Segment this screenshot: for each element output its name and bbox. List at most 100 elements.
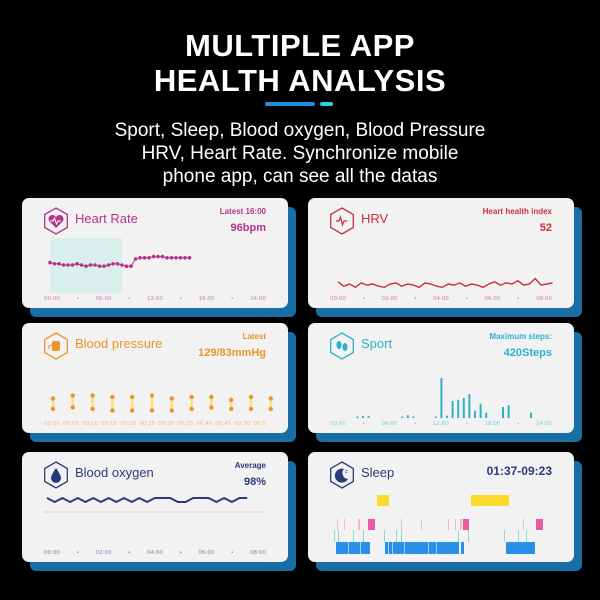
systolic-point xyxy=(209,394,214,400)
diastolic-point xyxy=(50,406,56,412)
card-heart-rate[interactable]: Heart Rate Latest 16:00 96bpm 00:00 • 06:0… xyxy=(22,198,296,317)
heart-rate-point xyxy=(142,256,147,260)
systolic-point xyxy=(130,394,135,400)
sleep-gap xyxy=(428,542,429,554)
sleep-light-block xyxy=(334,530,335,542)
sleep-light-block xyxy=(401,530,402,542)
subtitle-line: HRV, Heart Rate. Synchronize mobile xyxy=(141,143,459,164)
axis-tick-label: • xyxy=(516,296,520,302)
axis-tick-label: 02:00 xyxy=(381,296,398,302)
bp-range-bar xyxy=(51,398,55,409)
heart-rate-point xyxy=(147,256,151,260)
sleep-rem-block xyxy=(401,519,402,530)
card-hrv[interactable]: HRV Heart health index 52 00:00 • 02:00 • 04… xyxy=(308,198,582,317)
card-sleep[interactable]: z Sleep 01:37-09:23 xyxy=(308,452,582,571)
steps-bar xyxy=(362,416,364,418)
axis-tick-label: • xyxy=(127,550,131,556)
heart-rate-point xyxy=(84,264,88,268)
diastolic-point xyxy=(169,408,174,413)
pulse-icon xyxy=(330,207,354,235)
sleep-rem-block xyxy=(368,519,375,530)
sleep-rem-block xyxy=(455,519,456,530)
card-title: Blood oxygen xyxy=(75,465,154,480)
x-axis: 00:00 • 06:00 • 12:00 • 18:00 • 24:00 xyxy=(44,296,266,302)
card-blood-oxygen[interactable]: Blood oxygen Average 98% 00:00 • 02:00 • 04:… xyxy=(22,452,296,571)
card-value: 52 xyxy=(539,222,552,234)
sleep-rem-block xyxy=(523,519,524,530)
steps-bar xyxy=(356,416,359,418)
heart-rate-point xyxy=(115,262,120,266)
axis-tick-label: 00:35 xyxy=(177,421,194,427)
icon-hexagon xyxy=(44,332,68,360)
axis-tick-label: 04:00 xyxy=(433,296,449,302)
sleep-gap xyxy=(404,542,405,554)
sleep-rem-block xyxy=(358,519,360,530)
axis-tick-label: 00:15 xyxy=(101,421,117,427)
card-value: 98% xyxy=(243,476,266,488)
diastolic-point xyxy=(90,406,95,412)
diastolic-point xyxy=(189,406,194,412)
sleep-gap xyxy=(436,542,437,554)
card-value: 420Steps xyxy=(503,347,552,359)
card-label: Latest xyxy=(242,332,266,341)
steps-bar xyxy=(434,416,437,418)
axis-tick-label: 18:00 xyxy=(484,421,501,427)
card-title: Heart Rate xyxy=(75,211,138,226)
icon-hexagon xyxy=(330,461,354,489)
axis-tick-label: • xyxy=(465,296,469,302)
card-sport[interactable]: Sport Maximum steps: 420Steps 00:00 • 06:0… xyxy=(308,323,582,442)
sleep-light-block xyxy=(468,530,469,542)
heart-rate-point xyxy=(156,254,160,259)
axis-tick-label: 00:20 xyxy=(120,421,137,427)
sleep-rem-block xyxy=(463,519,469,530)
subtitle-line: Sport, Sleep, Blood oxygen, Blood Pressu… xyxy=(114,120,486,141)
heart-rate-point xyxy=(57,262,61,266)
card-face: Blood oxygen Average 98% 00:00 • 02:00 • 04:… xyxy=(22,452,288,562)
card-label: Heart health index xyxy=(482,207,552,216)
axis-tick-label: 00:5 xyxy=(253,421,266,427)
sleep-gap xyxy=(360,542,361,554)
axis-tick-label: • xyxy=(362,421,366,427)
axis-tick-label: • xyxy=(230,550,234,556)
tube xyxy=(48,344,53,350)
heart-rate-point xyxy=(88,263,93,267)
bp-range-bar xyxy=(190,397,193,409)
heart-rate-point xyxy=(133,257,138,261)
systolic-point xyxy=(90,393,95,398)
sleep-light-block xyxy=(458,530,459,542)
sleep-rem-block xyxy=(460,519,462,530)
steps-bar xyxy=(479,403,482,418)
hrv-line xyxy=(337,277,553,289)
sleep-rem-block xyxy=(448,519,449,530)
axis-tick-label: 06:00 xyxy=(198,550,215,556)
card-value: 01:37-09:23 xyxy=(486,464,552,478)
axis-tick-label: 00:00 xyxy=(330,296,346,302)
axis-tick-label: • xyxy=(516,421,520,427)
z-glyph: z xyxy=(345,469,348,475)
card-value: 96bpm xyxy=(230,222,266,234)
card-label: Latest 16:00 xyxy=(219,207,266,216)
icon-hexagon xyxy=(330,207,354,235)
axis-tick-label: 18:00 xyxy=(198,296,215,302)
footprints-icon xyxy=(330,332,354,360)
bp-range-bar xyxy=(269,398,273,409)
steps-bar xyxy=(462,398,465,418)
steps-bar xyxy=(401,416,404,418)
card-blood-pressure[interactable]: Blood pressure Latest 129/83mmHg 00:00 00… xyxy=(22,323,296,442)
axis-tick-label: 00:00 xyxy=(44,421,60,427)
heart-rate-point xyxy=(106,263,111,267)
sleep-light-block xyxy=(363,530,364,542)
systolic-point xyxy=(248,394,254,400)
axis-tick-label: 24:00 xyxy=(536,421,552,427)
icon-hexagon xyxy=(44,207,68,235)
subtitle-line: phone app, can see all the datas xyxy=(162,166,438,187)
accent-bar xyxy=(265,102,315,106)
sleep-gap xyxy=(348,542,349,554)
sleep-light-block xyxy=(384,530,385,542)
sleep-light-block xyxy=(353,530,354,542)
steps-bar xyxy=(468,394,471,418)
card-face: z Sleep 01:37-09:23 xyxy=(308,452,574,562)
heart-pulse-icon xyxy=(44,207,68,235)
blood-drop-icon xyxy=(44,461,68,489)
systolic-point xyxy=(189,394,194,400)
